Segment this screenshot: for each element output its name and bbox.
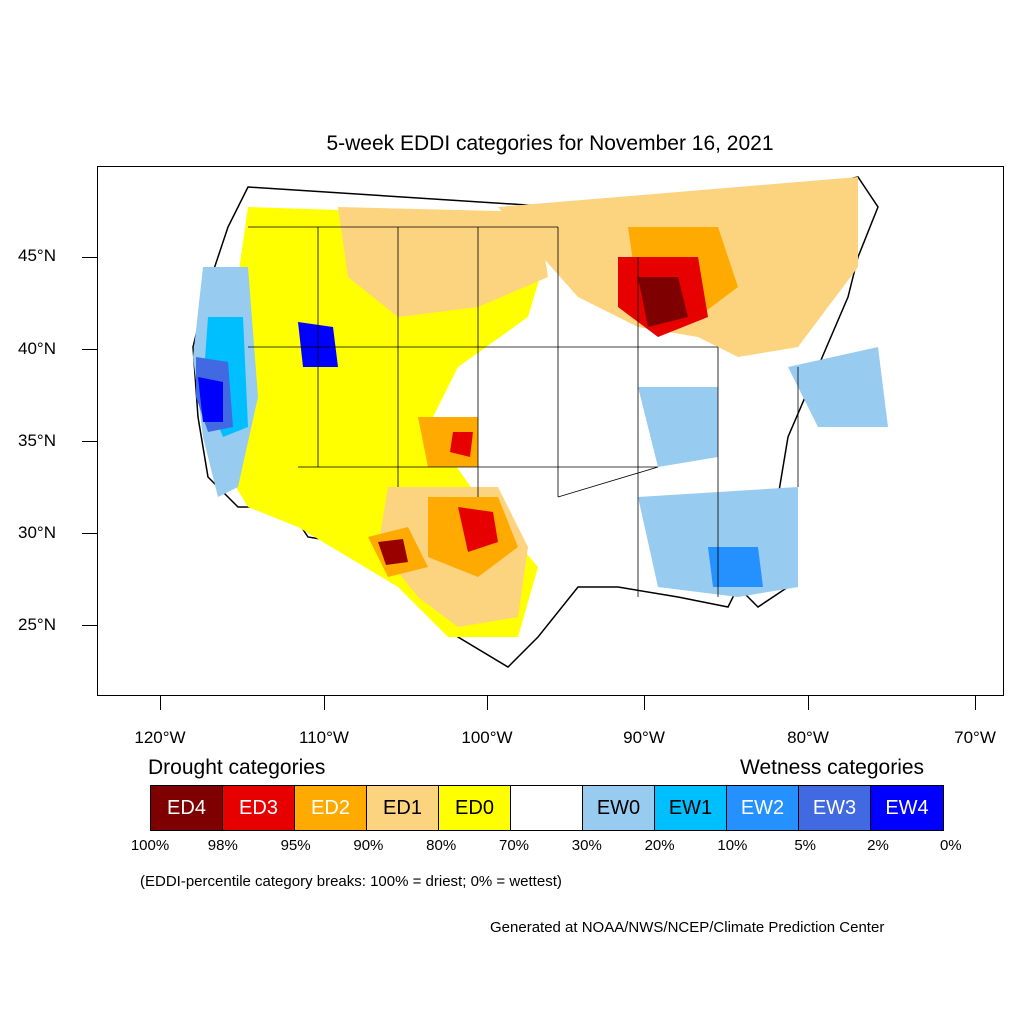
lon-label-90: 90°W	[623, 728, 665, 747]
lat-tick	[82, 257, 97, 258]
legend-swatch-ed0: ED0	[439, 786, 511, 830]
map-canvas	[192, 176, 888, 668]
lon-label-110: 110°W	[299, 728, 349, 747]
lon-tick	[324, 696, 325, 710]
legend-break-label: 30%	[571, 837, 602, 854]
drought-heading: Drought categories	[148, 756, 326, 779]
ew2-southeast	[708, 547, 763, 587]
wetness-heading: Wetness categories	[740, 756, 925, 779]
legend-swatch-ew0: EW0	[583, 786, 655, 830]
lat-tick	[82, 349, 97, 350]
legend-break-label: 10%	[717, 837, 748, 854]
legend-swatch-ew3: EW3	[799, 786, 871, 830]
lat-label-40: 40°N	[18, 339, 56, 358]
ed3-southwest	[458, 507, 498, 552]
ew-midwest	[638, 387, 718, 467]
lat-tick	[82, 441, 97, 442]
legend-break-label: 98%	[207, 837, 238, 854]
category-note: (EDDI-percentile category breaks: 100% =…	[140, 873, 562, 890]
legend-break-label: 5%	[794, 837, 817, 854]
lon-label-120: 120°W	[134, 728, 186, 747]
lon-tick	[487, 696, 488, 710]
legend-swatch-ed3: ED3	[223, 786, 295, 830]
legend-break-label: 90%	[353, 837, 384, 854]
lat-label-25: 25°N	[18, 615, 56, 634]
ed1-west	[338, 207, 548, 317]
legend-break-label: 80%	[426, 837, 457, 854]
legend-swatch-ed4: ED4	[151, 786, 223, 830]
lat-tick	[82, 533, 97, 534]
lon-label-70: 70°W	[954, 728, 996, 747]
lon-tick	[808, 696, 809, 710]
legend-break-label: 2%	[867, 837, 889, 854]
credit-text: Generated at NOAA/NWS/NCEP/Climate Predi…	[490, 919, 885, 936]
legend-swatch-ew2: EW2	[727, 786, 799, 830]
lon-tick	[160, 696, 161, 710]
legend-break-label: 70%	[498, 837, 530, 854]
lat-label-35: 35°N	[18, 431, 56, 450]
lat-label-30: 30°N	[18, 523, 56, 542]
lon-tick	[975, 696, 976, 710]
legend-break-label: 100%	[130, 837, 170, 854]
map-title: 5-week EDDI categories for November 16, …	[326, 132, 774, 155]
legend-swatch-neutral	[511, 786, 583, 830]
lon-label-80: 80°W	[787, 728, 829, 747]
ed3-colorado	[450, 432, 473, 457]
ew4-west-coast	[198, 377, 223, 422]
eddi-map	[97, 166, 1004, 696]
legend-break-label: 95%	[280, 837, 311, 854]
legend-swatch-ed2: ED2	[295, 786, 367, 830]
legend-break-label: 0%	[939, 837, 962, 854]
legend-swatch-ew4: EW4	[871, 786, 943, 830]
ed3-newmexico	[378, 539, 408, 565]
legend-swatch-ew1: EW1	[655, 786, 727, 830]
legend-break-label: 20%	[644, 837, 675, 854]
legend-color-bar: ED4 ED3 ED2 ED1 ED0 EW0 EW1 EW2 EW3 EW4	[150, 785, 944, 831]
ew-northeast	[788, 347, 888, 427]
lon-label-100: 100°W	[461, 728, 513, 747]
ed4-great-lakes	[638, 277, 688, 327]
lat-label-45: 45°N	[18, 246, 56, 265]
legend-swatch-ed1: ED1	[367, 786, 439, 830]
lat-tick	[82, 625, 97, 626]
lon-tick	[644, 696, 645, 710]
state-lines	[248, 226, 799, 597]
